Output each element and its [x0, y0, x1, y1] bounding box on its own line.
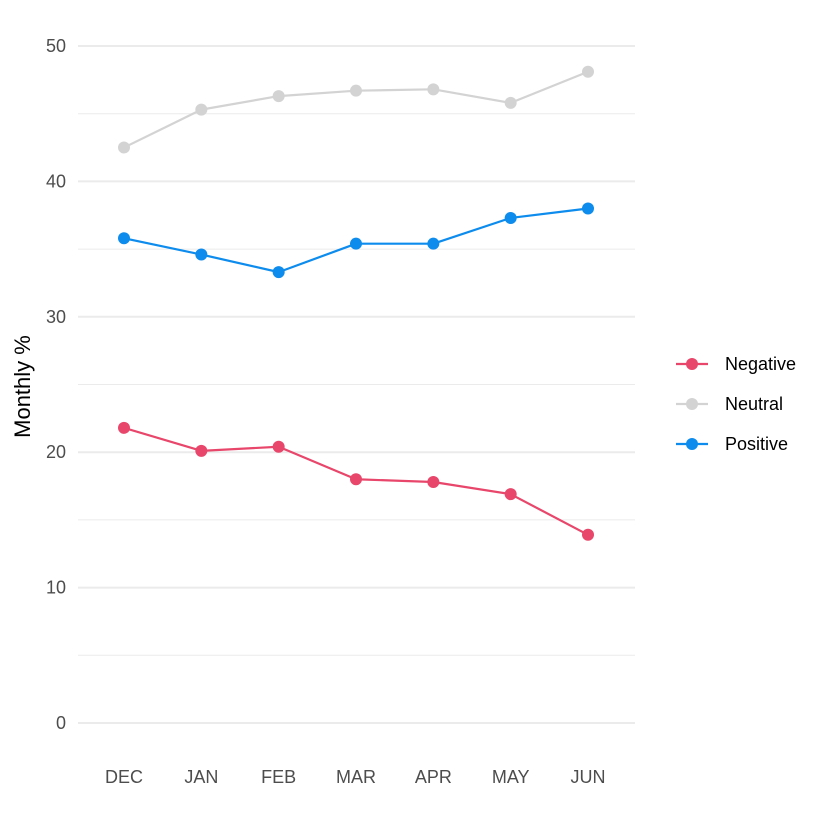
- data-point-negative: [582, 528, 594, 541]
- y-tick-label: 10: [46, 578, 66, 598]
- data-point-neutral: [350, 84, 362, 97]
- legend-key-point-neutral: [686, 398, 698, 410]
- data-point-positive: [118, 232, 130, 245]
- legend-label-negative: Negative: [725, 354, 796, 374]
- series-layer: [118, 65, 594, 541]
- series-neutral: [118, 65, 594, 154]
- x-tick-label: JAN: [184, 767, 218, 787]
- data-point-positive: [582, 202, 594, 215]
- data-point-negative: [272, 440, 285, 453]
- legend-item-positive: Positive: [676, 434, 788, 454]
- data-point-negative: [427, 475, 440, 488]
- x-tick-label: DEC: [105, 767, 143, 787]
- legend-item-negative: Negative: [676, 354, 796, 374]
- legend-key-point-negative: [686, 358, 698, 370]
- data-point-neutral: [582, 65, 594, 78]
- data-point-neutral: [195, 103, 208, 116]
- series-positive: [118, 202, 594, 279]
- y-tick-label: 40: [46, 171, 66, 191]
- series-negative: [118, 421, 594, 541]
- y-axis-title: Monthly %: [10, 335, 35, 438]
- x-tick-label: APR: [415, 767, 452, 787]
- y-axis-ticks: 0 10 20 30 40 50: [46, 36, 66, 733]
- data-point-negative: [118, 421, 130, 434]
- x-tick-label: MAY: [492, 767, 530, 787]
- x-tick-label: FEB: [261, 767, 296, 787]
- x-tick-label: JUN: [571, 767, 606, 787]
- data-point-neutral: [272, 90, 285, 103]
- data-point-neutral: [427, 83, 440, 96]
- data-point-neutral: [118, 141, 130, 154]
- legend-label-neutral: Neutral: [725, 394, 783, 414]
- y-tick-label: 20: [46, 442, 66, 462]
- data-point-positive: [272, 266, 285, 279]
- grid-layer: [78, 45, 635, 724]
- data-point-positive: [504, 211, 517, 224]
- legend: Negative Neutral Positive: [676, 354, 796, 454]
- x-tick-label: MAR: [336, 767, 376, 787]
- y-tick-label: 0: [56, 713, 66, 733]
- series-line-neutral: [123, 70, 589, 149]
- data-point-negative: [350, 473, 362, 486]
- x-axis-ticks: DEC JAN FEB MAR APR MAY JUN: [105, 767, 606, 787]
- data-point-positive: [427, 237, 440, 250]
- y-tick-label: 50: [46, 36, 66, 56]
- legend-item-neutral: Neutral: [676, 394, 783, 414]
- data-point-positive: [195, 248, 208, 261]
- data-point-neutral: [504, 96, 517, 109]
- legend-key-point-positive: [686, 438, 698, 450]
- data-point-negative: [195, 444, 208, 457]
- legend-label-positive: Positive: [725, 434, 788, 454]
- y-tick-label: 30: [46, 307, 66, 327]
- data-point-positive: [350, 237, 362, 250]
- data-point-negative: [504, 488, 517, 501]
